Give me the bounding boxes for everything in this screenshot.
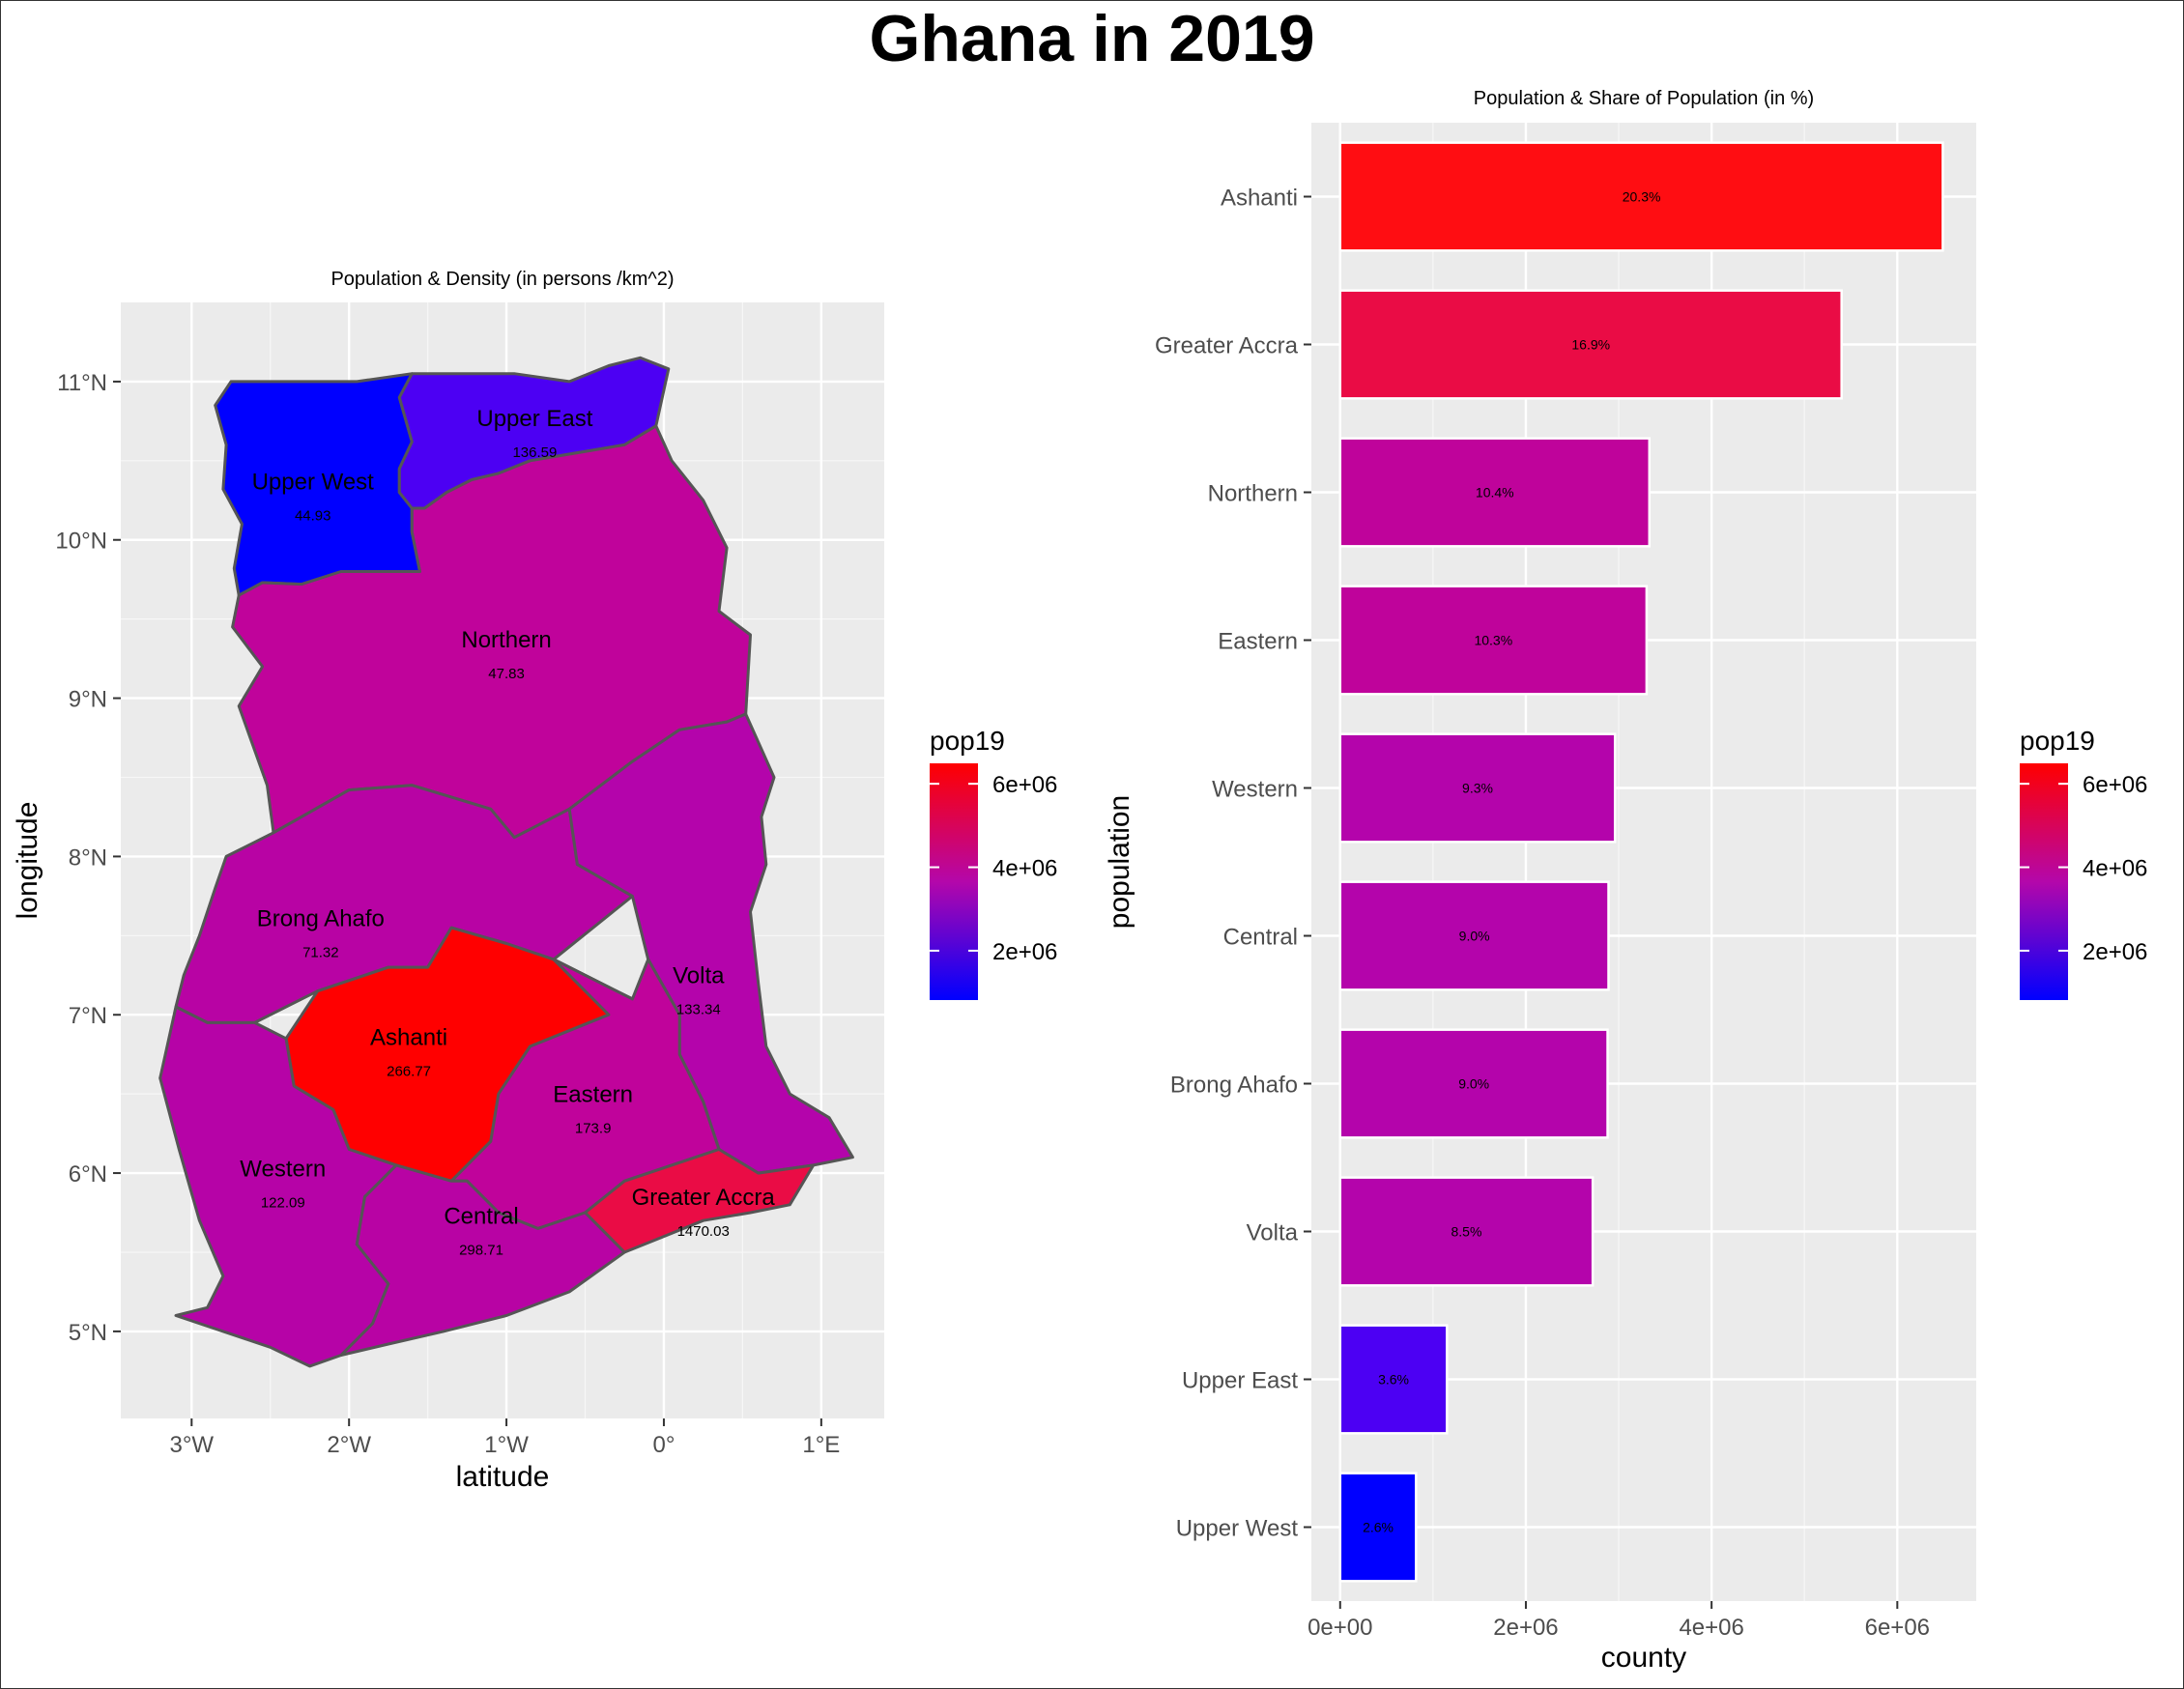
region-density-ashanti: 266.77 [387,1063,431,1079]
bar-x-tick-label: 4e+06 [1679,1615,1743,1641]
bar-category-label: Eastern [1218,629,1298,655]
bar-share-label-northern: 10.4% [1476,485,1514,501]
bar-share-label-central: 9.0% [1459,929,1490,944]
map-x-tick-label: 3°W [169,1432,214,1458]
map-x-tick-label: 0° [652,1432,675,1458]
bar-central [1338,880,1610,991]
bar-share-label-volta: 8.5% [1451,1224,1482,1240]
region-label-greater-accra: Greater Accra [632,1185,776,1211]
bar-legend-label: 6e+06 [2083,772,2147,798]
region-label-volta: Volta [673,962,725,988]
bar-northern [1338,437,1652,548]
region-label-eastern: Eastern [553,1081,633,1107]
main-title: Ghana in 2019 [869,2,1315,75]
region-western [158,1005,398,1368]
map-legend-label: 2e+06 [992,939,1057,965]
bar-share-label-upper-west: 2.6% [1363,1520,1394,1535]
region-density-central: 298.71 [459,1242,503,1258]
region-greater-accra [584,1148,816,1254]
bar-x-axis-title: county [1601,1642,1686,1674]
map-y-tick-label: 10°N [55,529,107,555]
bar-legend-label: 2e+06 [2083,939,2147,965]
map-legend-label: 4e+06 [992,856,1057,882]
map-y-tick-label: 5°N [69,1320,107,1346]
bar-category-label: Upper East [1182,1368,1298,1394]
bar-category-label: Brong Ahafo [1170,1073,1298,1099]
bar-upper-east [1338,1324,1449,1435]
bar-greater-accra [1338,289,1843,400]
bar-x-tick-label: 6e+06 [1865,1615,1930,1641]
region-label-upper-east: Upper East [476,406,592,432]
bar-category-label: Volta [1247,1220,1299,1246]
bar-subtitle: Population & Share of Population (in %) [1474,88,1814,109]
bar-share-label-greater-accra: 16.9% [1571,337,1610,353]
bar-x-tick-label: 0e+00 [1308,1615,1372,1641]
bar-category-label: Central [1223,925,1298,951]
map-x-axis-title: latitude [456,1461,550,1493]
map-legend-colorbar [930,763,978,1000]
map-legend-label: 6e+06 [992,772,1057,798]
bar-volta [1338,1176,1595,1287]
map-y-tick-label: 6°N [69,1161,107,1188]
region-label-northern: Northern [461,627,551,653]
map-y-axis-title: longitude [12,802,43,920]
bar-category-label: Upper West [1176,1516,1299,1542]
region-label-ashanti: Ashanti [370,1024,447,1050]
map-y-tick-label: 9°N [69,687,107,713]
bar-western [1338,732,1617,844]
region-label-western: Western [240,1156,326,1182]
bar-upper-west [1338,1472,1418,1583]
region-central [339,1163,626,1357]
region-density-upper-east: 136.59 [512,444,557,461]
region-label-central: Central [444,1203,518,1229]
bar-category-label: Ashanti [1221,186,1298,212]
region-density-greater-accra: 1470.03 [677,1223,730,1240]
map-x-tick-label: 2°W [327,1432,371,1458]
bar-share-label-eastern: 10.3% [1474,633,1512,648]
bar-ashanti [1338,141,1944,252]
bar-x-tick-label: 2e+06 [1493,1615,1558,1641]
map-x-tick-label: 1°E [802,1432,840,1458]
region-density-volta: 133.34 [676,1001,721,1017]
bar-share-label-brong-ahafo: 9.0% [1458,1076,1489,1092]
bar-legend-title: pop19 [2020,726,2095,756]
region-density-upper-west: 44.93 [295,507,331,524]
bar-category-label: Northern [1208,481,1298,507]
bar-share-label-upper-east: 3.6% [1378,1372,1409,1388]
map-y-tick-label: 8°N [69,844,107,871]
map-chart: Population & Density (in persons /km^2) 3… [12,269,1057,1493]
map-y-tick-label: 11°N [57,370,107,396]
bar-category-label: Western [1212,777,1298,803]
region-density-western: 122.09 [261,1194,305,1211]
region-label-brong-ahafo: Brong Ahafo [257,905,385,931]
region-density-northern: 47.83 [488,666,525,682]
bar-legend-colorbar [2020,763,2068,1000]
region-density-brong-ahafo: 71.32 [302,944,339,960]
bar-share-label-ashanti: 20.3% [1623,189,1661,205]
map-subtitle: Population & Density (in persons /km^2) [330,269,674,290]
map-x-tick-label: 1°W [484,1432,529,1458]
bar-category-label: Greater Accra [1155,333,1299,359]
map-y-tick-label: 7°N [69,1003,107,1029]
bar-eastern [1338,585,1649,696]
map-legend-title: pop19 [930,726,1005,756]
bar-y-axis-title: population [1104,795,1135,929]
bar-brong-ahafo [1338,1028,1609,1139]
bar-legend-label: 4e+06 [2083,856,2147,882]
bar-share-label-western: 9.3% [1462,781,1493,796]
region-label-upper-west: Upper West [252,469,375,495]
region-density-eastern: 173.9 [575,1120,612,1136]
